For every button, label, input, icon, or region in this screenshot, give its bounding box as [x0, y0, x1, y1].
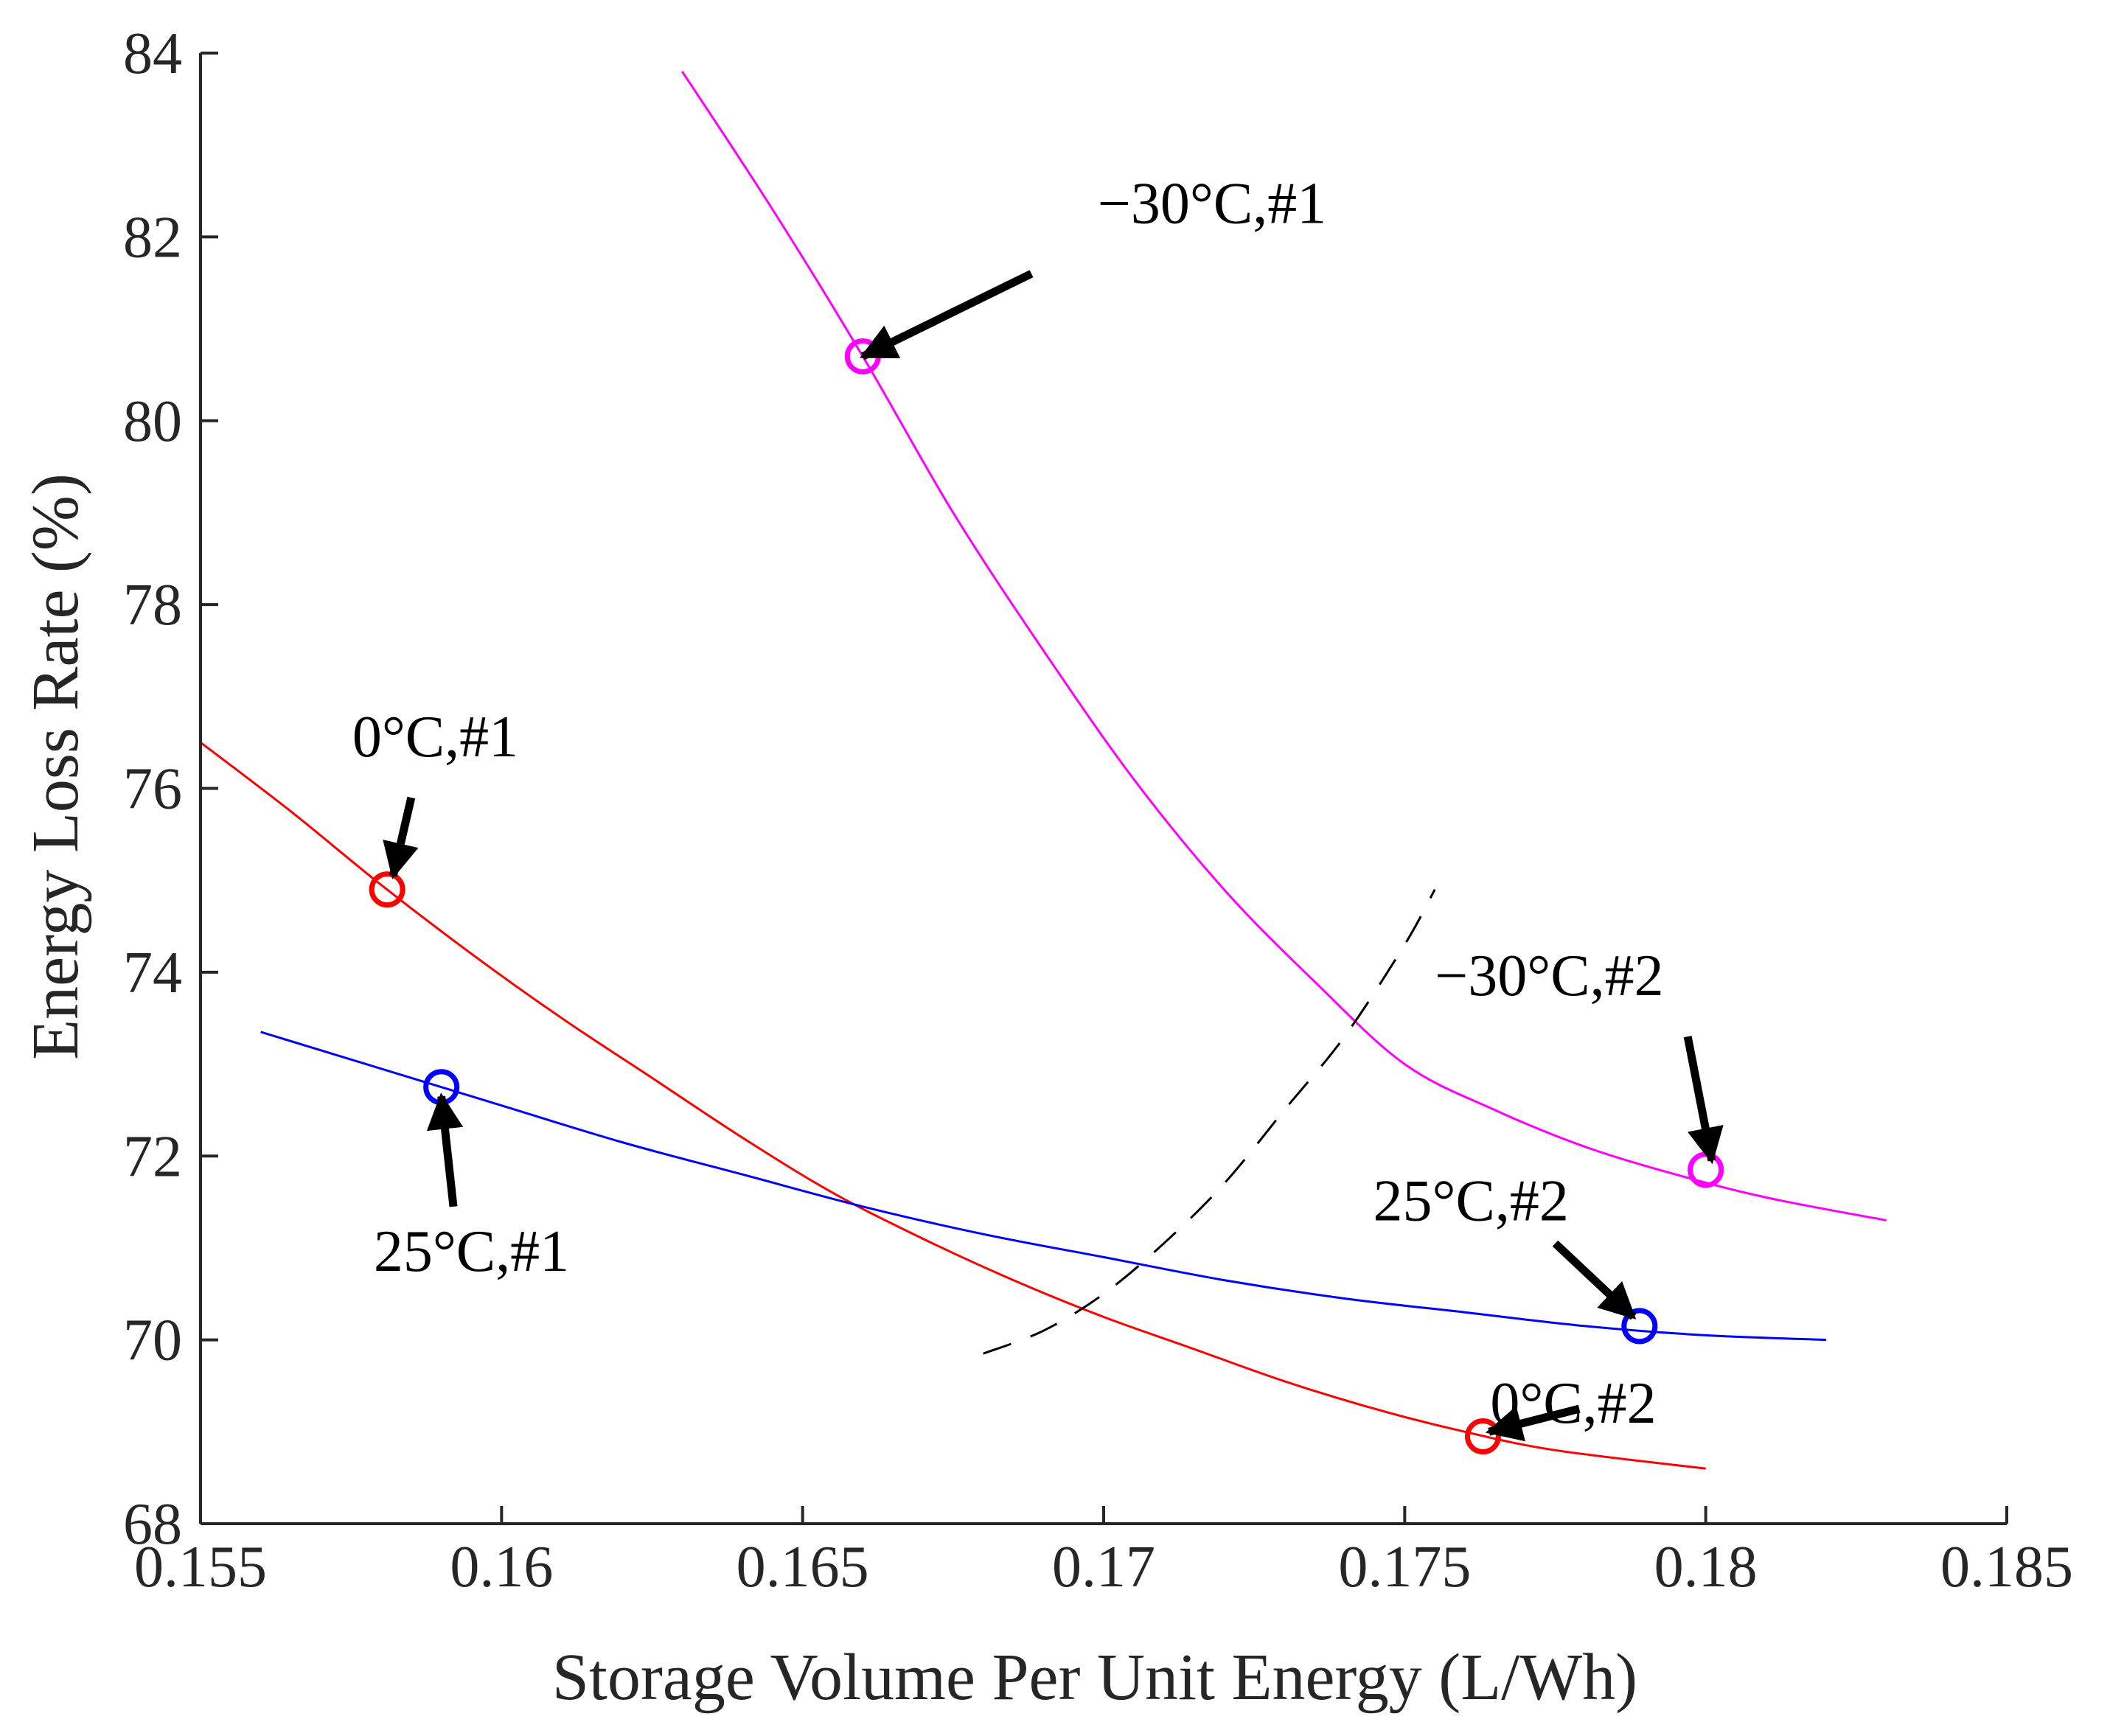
annotation-label: 0°C,#1	[352, 705, 518, 770]
annotation-arrow	[1552, 1240, 1637, 1320]
x-axis-label: Storage Volume Per Unit Energy (L/Wh)	[552, 1641, 1637, 1714]
annotation-label: 0°C,#2	[1490, 1371, 1656, 1436]
x-tick-label: 0.18	[1654, 1535, 1758, 1600]
annotation-layer: −30°C,#1 −30°C,#2 0°C,#1 0°C,#2 25°C,#1 25°C,…	[352, 172, 1724, 1442]
y-tick-label: 72	[123, 1124, 182, 1189]
annotation-label: 25°C,#2	[1373, 1169, 1568, 1234]
y-tick-label: 82	[123, 205, 182, 270]
series-line	[260, 1031, 1827, 1342]
x-tick-label: 0.16	[450, 1535, 553, 1600]
x-tick-label: 0.175	[1338, 1535, 1471, 1600]
annotation-label: −30°C,#1	[1098, 172, 1326, 237]
data-marker	[1688, 1151, 1724, 1188]
x-tick-label: 0.17	[1052, 1535, 1155, 1600]
y-tick-label: 76	[123, 757, 182, 822]
y-tick-label: 78	[123, 573, 182, 638]
annotation-arrow	[383, 796, 419, 879]
y-tick-label: 70	[123, 1308, 182, 1373]
series-line	[983, 888, 1436, 1355]
x-tick-label: 0.185	[1940, 1535, 2073, 1600]
y-axis-label: Energy Loss Rate (%)	[19, 473, 92, 1060]
series-line	[681, 71, 1887, 1221]
annotation-arrow	[426, 1092, 464, 1207]
annotation-label: 25°C,#1	[374, 1219, 569, 1284]
y-tick-label: 68	[123, 1492, 182, 1557]
marker-layer	[369, 338, 1724, 1455]
x-tick-label: 0.165	[737, 1535, 869, 1600]
axes-layer: 0.155 0.16 0.165 0.17 0.175 0.18 0.185 68 70 72 74…	[123, 21, 2073, 1600]
x-tick-label: 0.155	[134, 1535, 267, 1600]
annotation-arrow	[859, 270, 1034, 360]
annotation-arrow	[1485, 1404, 1581, 1442]
data-marker	[1621, 1308, 1658, 1345]
y-tick-label: 84	[123, 21, 182, 86]
y-tick-label: 80	[123, 389, 182, 454]
annotation-label: −30°C,#2	[1435, 944, 1663, 1008]
series-line	[200, 742, 1706, 1470]
annotation-arrow	[1683, 1036, 1724, 1165]
y-tick-label: 74	[123, 941, 182, 1005]
